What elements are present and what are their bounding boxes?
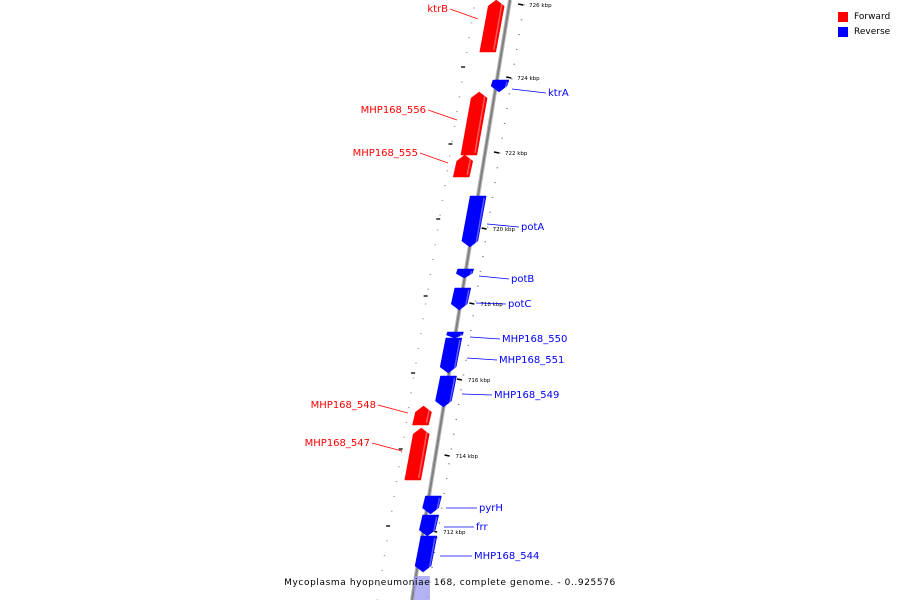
gene-mhp168-548 xyxy=(412,405,432,426)
gene-label-potb: potB xyxy=(511,274,534,285)
gene-label-pyrh: pyrH xyxy=(479,503,503,514)
gene-label-mhp168-544: MHP168_544 xyxy=(474,551,539,562)
gene-highlight xyxy=(466,156,472,176)
gene-pyrh xyxy=(422,495,442,515)
legend-swatch-reverse xyxy=(838,26,848,37)
gene-highlight xyxy=(475,197,485,246)
gene-label-mhp168-549: MHP168_549 xyxy=(494,390,559,401)
gene-connector xyxy=(466,357,498,361)
major-tick xyxy=(481,227,487,230)
gene-connector xyxy=(469,336,501,340)
gene-highlight xyxy=(428,537,436,571)
tick-label: 726 kbp xyxy=(529,3,552,9)
tick-layer: 726 kbp 724 kbp 722 kbp 720 kbp 718 kbp 716 k… xyxy=(376,3,552,600)
major-tick xyxy=(506,76,512,79)
gene-mhp168-544 xyxy=(414,535,438,573)
gene-connector xyxy=(475,302,507,305)
gene-highlight xyxy=(493,1,503,51)
gene-connector xyxy=(478,275,510,280)
gene-highlight xyxy=(464,289,470,309)
tick-label: 724 kbp xyxy=(517,76,540,82)
legend: Forward Reverse xyxy=(838,9,890,39)
gene-label-mhp168-555: MHP168_555 xyxy=(353,148,418,159)
gene-highlight xyxy=(448,377,456,406)
gene-highlight xyxy=(459,333,463,337)
legend-label-reverse: Reverse xyxy=(854,26,891,37)
gene-highlight xyxy=(469,270,473,277)
gene-potb xyxy=(455,268,475,279)
gene-highlight xyxy=(474,93,486,154)
tick-label: 712 kbp xyxy=(443,530,466,536)
gene-mhp168-551 xyxy=(439,337,463,374)
gene-connector xyxy=(427,109,458,121)
tick-label: 718 kbp xyxy=(480,302,503,308)
tick-label: 720 kbp xyxy=(493,227,516,233)
tick-label: 722 kbp xyxy=(505,151,528,157)
gene-mhp168-550 xyxy=(446,331,464,339)
gene-highlight xyxy=(453,339,461,372)
gene-connector xyxy=(377,404,409,414)
gene-connector xyxy=(419,152,449,164)
gene-partial xyxy=(414,576,430,600)
gene-highlight xyxy=(418,429,428,479)
legend-item-reverse: Reverse xyxy=(838,24,890,39)
gene-connector xyxy=(486,223,520,228)
legend-swatch-forward xyxy=(838,11,848,22)
gene-connector xyxy=(371,442,403,452)
major-tick xyxy=(493,151,500,154)
gene-label-potc: potC xyxy=(508,299,531,310)
gene-highlight xyxy=(504,81,508,91)
label-layer: ktrB ktrA MHP168_556 MHP168_555 potA potB potC… xyxy=(305,4,569,562)
gene-ktrb xyxy=(479,0,505,53)
gene-mhp168-556 xyxy=(460,91,488,156)
feature-layer xyxy=(404,0,510,600)
gene-frr xyxy=(419,514,440,537)
gene-label-mhp168-547: MHP168_547 xyxy=(305,438,370,449)
gene-connector xyxy=(511,88,547,94)
tick-label: 716 kbp xyxy=(468,378,491,384)
gene-label-mhp168-551: MHP168_551 xyxy=(499,355,564,366)
gene-highlight xyxy=(435,497,441,513)
gene-label-mhp168-556: MHP168_556 xyxy=(361,105,426,116)
gene-label-frr: frr xyxy=(476,522,488,533)
tick-label: 714 kbp xyxy=(456,454,479,460)
major-tick xyxy=(456,378,463,381)
gene-mhp168-555 xyxy=(452,154,474,178)
gene-highlight xyxy=(432,516,438,535)
gene-label-ktra: ktrA xyxy=(548,88,569,99)
major-tick xyxy=(444,454,450,457)
gene-label-mhp168-550: MHP168_550 xyxy=(502,334,567,345)
legend-label-forward: Forward xyxy=(854,11,891,22)
gene-connector xyxy=(461,393,493,396)
gene-mhp168-549 xyxy=(435,375,457,408)
gene-pota xyxy=(461,195,487,248)
gene-ktra xyxy=(490,79,510,93)
genome-caption: Mycoplasma hyopneumoniae 168, complete g… xyxy=(284,578,616,588)
gene-label-pota: potA xyxy=(521,222,544,233)
gene-potc xyxy=(450,287,472,311)
legend-item-forward: Forward xyxy=(838,9,890,24)
gene-highlight xyxy=(425,407,431,424)
major-tick xyxy=(518,3,524,6)
major-tick xyxy=(469,302,475,305)
gene-label-mhp168-548: MHP168_548 xyxy=(311,400,376,411)
gene-mhp168-547 xyxy=(404,427,430,481)
gene-connector xyxy=(449,8,479,20)
gene-label-ktrb: ktrB xyxy=(427,4,448,15)
